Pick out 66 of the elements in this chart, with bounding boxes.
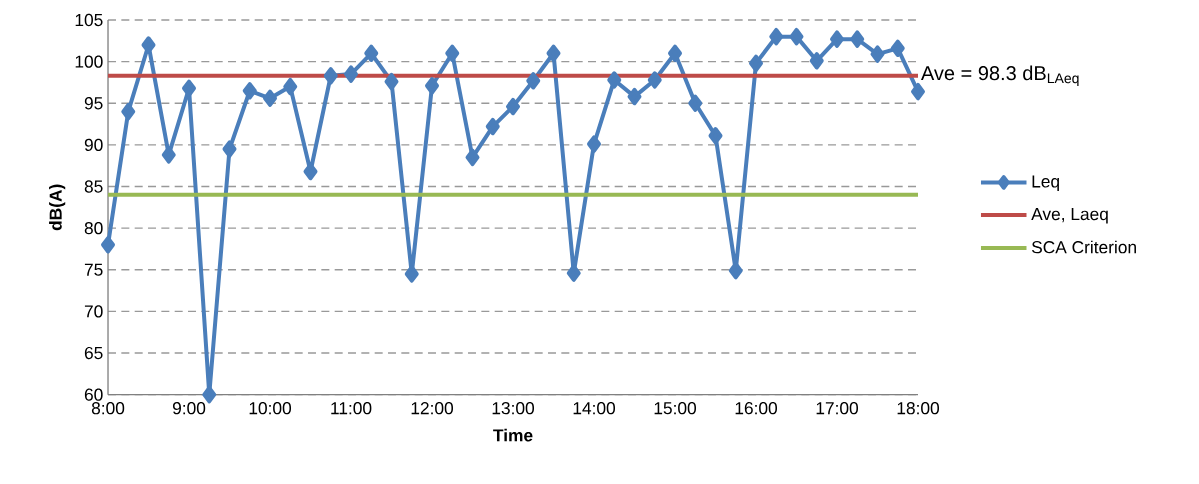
x-tick-label: 14:00 — [573, 402, 616, 415]
point — [566, 264, 581, 282]
point — [688, 94, 703, 112]
point — [830, 30, 845, 48]
y-tick-label: 75 — [84, 263, 103, 276]
point — [121, 102, 136, 121]
point — [263, 89, 278, 107]
point — [242, 82, 257, 100]
point — [627, 87, 642, 106]
y-tick-label: 65 — [84, 346, 103, 360]
y-tick-label: 70 — [84, 305, 103, 318]
point — [647, 71, 662, 89]
point — [323, 67, 338, 85]
point — [344, 65, 359, 83]
point — [870, 45, 885, 63]
point — [182, 79, 197, 97]
point — [161, 146, 176, 164]
point — [708, 127, 723, 145]
x-tick-label: 17:00 — [816, 402, 859, 415]
point — [222, 140, 237, 158]
point — [101, 236, 116, 254]
point — [425, 77, 440, 95]
annotation: Ave = 98.3 dB$_{LAeq}$ — [920, 65, 1079, 86]
legend-label: Ave, Laeq — [1031, 208, 1108, 224]
point — [141, 36, 156, 54]
point — [465, 148, 480, 167]
x-axis-title: Time — [493, 428, 533, 442]
point — [769, 27, 784, 46]
y-tick-label: 90 — [84, 138, 103, 152]
point — [364, 44, 379, 62]
point — [506, 97, 521, 116]
x-tick-label: 11:00 — [331, 402, 372, 415]
point — [809, 52, 824, 70]
point — [202, 385, 217, 404]
legend-label: Leq — [1032, 175, 1059, 191]
x-tick-label: 13:00 — [492, 402, 535, 415]
point — [445, 44, 460, 62]
point — [607, 71, 622, 89]
y-tick-label: 95 — [84, 97, 103, 110]
point — [485, 117, 500, 136]
x-tick-label: 15:00 — [654, 402, 697, 415]
point — [384, 72, 399, 91]
legend-label: SCA Criterion — [1031, 240, 1136, 254]
point — [668, 44, 683, 62]
x-tick-label: 12:00 — [411, 402, 454, 415]
point — [283, 77, 298, 96]
x-tick-label: 16:00 — [735, 402, 778, 415]
x-tick-label: 8:00 — [91, 402, 125, 415]
x-tick-label: 9:00 — [172, 402, 206, 415]
y-axis-title: dB(A) — [49, 184, 66, 231]
point — [911, 82, 925, 101]
point — [526, 72, 541, 90]
y-tick-label: 85 — [84, 180, 103, 193]
x-tick-label: 18:00 — [897, 402, 940, 415]
point — [749, 54, 764, 72]
point — [789, 27, 804, 46]
point — [546, 44, 561, 62]
point — [404, 265, 419, 283]
y-tick-label: 100 — [75, 55, 103, 68]
point — [890, 39, 905, 57]
point — [587, 135, 602, 153]
point — [850, 30, 865, 48]
y-tick-label: 60 — [84, 388, 103, 401]
y-tick-label: 80 — [84, 222, 103, 235]
x-tick-label: 10:00 — [249, 402, 292, 415]
y-tick-label: 105 — [75, 13, 103, 27]
